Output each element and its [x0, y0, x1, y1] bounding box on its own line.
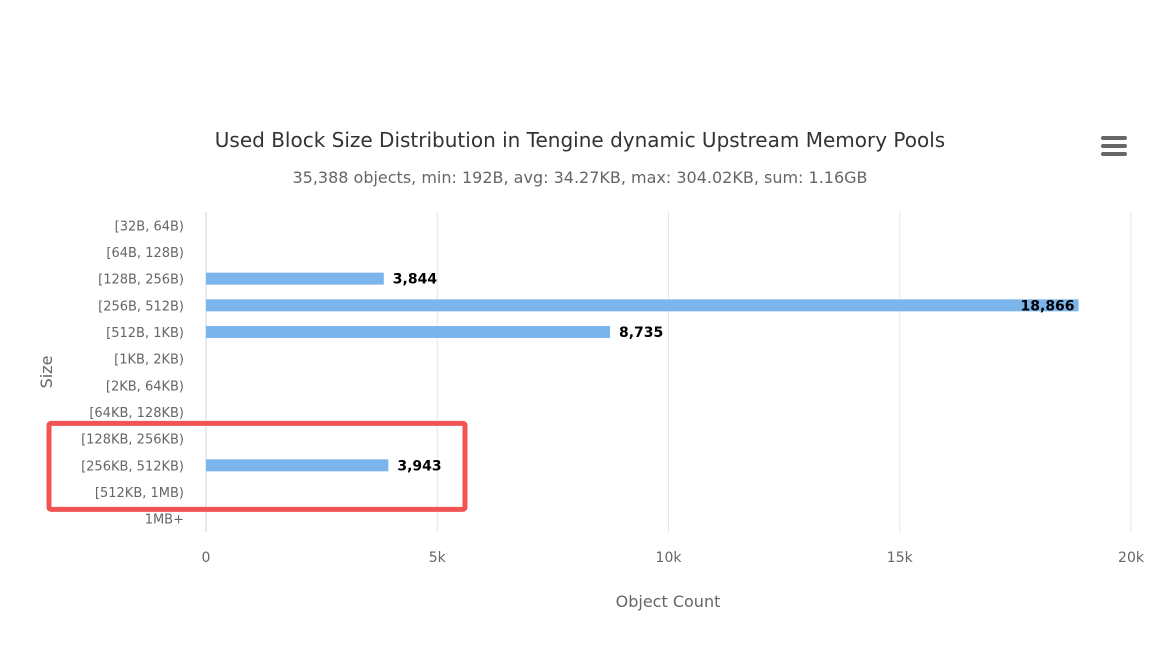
bar[interactable]	[206, 459, 389, 472]
data-label: 3,844	[393, 272, 438, 288]
x-tick-label: 10k	[656, 550, 683, 566]
y-axis-labels: [32B, 64B) [64B, 128B) [128B, 256B) [256B, …	[81, 219, 184, 527]
hamburger-menu-icon[interactable]	[1096, 132, 1132, 164]
x-tick-label: 0	[202, 550, 211, 566]
bars-group	[206, 272, 1079, 472]
bar[interactable]	[206, 272, 384, 285]
x-axis-labels: 0 5k 10k 15k 20k	[202, 550, 1145, 566]
y-tick-label: [512B, 1KB)	[106, 326, 184, 341]
x-tick-label: 20k	[1118, 550, 1145, 566]
y-tick-label: [256KB, 512KB)	[81, 459, 184, 474]
bar[interactable]	[206, 326, 610, 338]
y-tick-label: [64KB, 128KB)	[89, 406, 184, 421]
y-tick-label: [256B, 512B)	[98, 299, 184, 314]
data-label: 3,943	[397, 458, 441, 474]
x-tick-label: 5k	[429, 550, 447, 566]
y-tick-label: [64B, 128B)	[106, 246, 184, 261]
x-axis-title: Object Count	[616, 592, 721, 611]
chart-title: Used Block Size Distribution in Tengine …	[215, 128, 945, 152]
data-label: 18,866	[1021, 298, 1075, 314]
chart-subtitle: 35,388 objects, min: 192B, avg: 34.27KB,…	[292, 168, 867, 187]
y-tick-label: [128B, 256B)	[98, 273, 184, 288]
y-tick-label: [1KB, 2KB)	[114, 353, 184, 368]
y-axis-title: Size	[37, 356, 56, 389]
data-label: 8,735	[619, 325, 663, 341]
data-labels: 3,844 18,866 8,735 3,943	[393, 272, 1075, 475]
x-tick-label: 15k	[887, 550, 914, 566]
y-tick-label: [32B, 64B)	[115, 219, 184, 234]
y-tick-label: [2KB, 64KB)	[106, 379, 184, 394]
y-tick-label: [512KB, 1MB)	[95, 486, 184, 501]
grid-lines	[205, 212, 1132, 532]
y-tick-label: [128KB, 256KB)	[81, 433, 184, 448]
bar[interactable]	[206, 299, 1079, 312]
y-tick-label: 1MB+	[145, 513, 184, 528]
highlight-box	[46, 420, 468, 512]
